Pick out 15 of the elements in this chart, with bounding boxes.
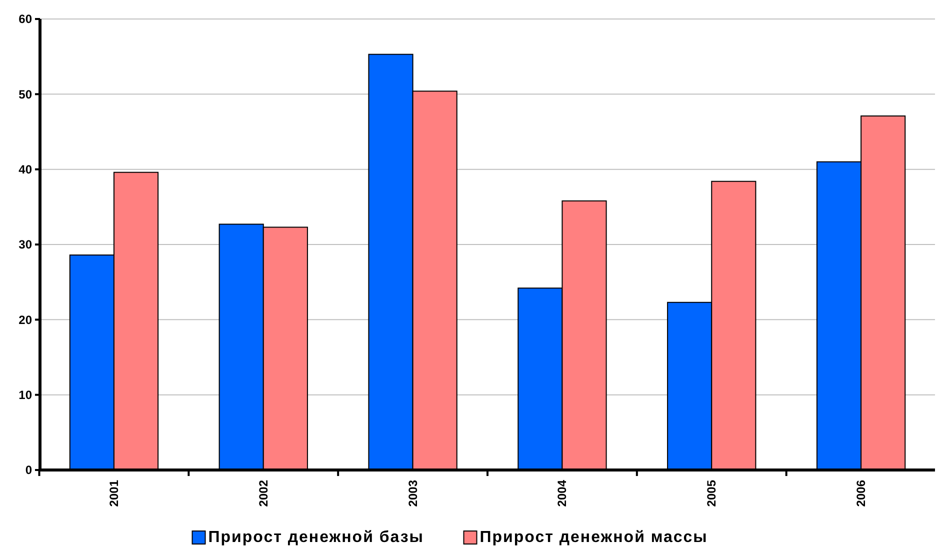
- y-tick-label: 0: [25, 463, 32, 478]
- y-tick-label: 20: [18, 312, 32, 327]
- y-tick-label: 30: [18, 238, 32, 252]
- y-tick-label: 60: [18, 12, 32, 26]
- x-tick-label: 2006: [854, 480, 868, 507]
- legend-label: Прирост денежной базы: [208, 529, 424, 546]
- x-tick-label: 2005: [704, 480, 719, 507]
- x-tick-label: 2001: [106, 480, 121, 507]
- y-tick-label: 50: [18, 87, 32, 102]
- x-tick-label: 2003: [406, 480, 420, 507]
- x-tick-label: 2002: [256, 480, 270, 507]
- y-tick-label: 40: [18, 162, 32, 177]
- legend-label: Прирост денежной массы: [480, 529, 708, 546]
- y-tick-label: 10: [18, 388, 32, 402]
- x-tick-label: 2004: [555, 480, 570, 507]
